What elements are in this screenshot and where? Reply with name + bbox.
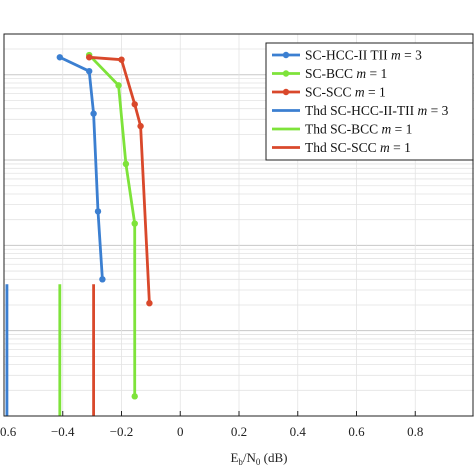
legend-item: SC-HCC-II TII m = 3 — [272, 48, 422, 63]
legend-items: SC-HCC-II TII m = 3SC-BCC m = 1SC-SCC m … — [272, 48, 449, 155]
legend-label-main: SC-BCC — [305, 66, 356, 81]
data-point — [131, 393, 138, 400]
legend-label-main: Thd SC-HCC-II-TII — [305, 103, 417, 118]
x-axis-label-tail: (dB) — [260, 450, 287, 465]
x-axis-label-main: E — [230, 450, 238, 465]
legend-label-main: Thd SC-BCC — [305, 122, 382, 137]
legend-item: Thd SC-SCC m = 1 — [272, 140, 411, 155]
x-axis-label: Eb/N0 (dB) — [230, 450, 287, 467]
legend-label-tail: = 1 — [391, 122, 412, 137]
legend-marker — [282, 51, 290, 59]
x-tick-label: 0.6 — [348, 424, 365, 439]
data-point — [118, 56, 125, 63]
legend-label-var: m — [382, 122, 392, 137]
x-tick-label: 0.2 — [231, 424, 247, 439]
legend-label-tail: = 3 — [427, 103, 448, 118]
legend-label-tail: = 1 — [365, 85, 386, 100]
data-point — [122, 160, 130, 168]
x-ticks: 0.6 −0.4 −0.2 0 0.2 0.4 0.6 0.8 — [0, 411, 423, 439]
series-line — [88, 54, 137, 397]
data-point — [131, 101, 138, 108]
legend-item: Thd SC-HCC-II-TII m = 3 — [272, 103, 449, 118]
legend-marker — [282, 70, 290, 77]
data-point — [115, 82, 122, 89]
x-tick-label: 0 — [177, 424, 184, 439]
data-point — [137, 122, 144, 130]
legend-label-main: Thd SC-SCC — [305, 140, 380, 155]
data-point — [90, 110, 97, 117]
x-axis-label-mid: /N — [243, 450, 257, 465]
x-tick-label: −0.4 — [51, 424, 75, 439]
legend-item: Thd SC-BCC m = 1 — [272, 122, 412, 137]
series-layer — [5, 51, 153, 416]
x-tick-label: −0.2 — [110, 424, 134, 439]
legend-label-var: m — [417, 103, 427, 118]
legend-label: SC-SCC m = 1 — [305, 85, 386, 100]
data-point — [146, 299, 153, 307]
legend-label-main: SC-SCC — [305, 85, 355, 100]
series-3 — [85, 54, 153, 307]
legend-label: Thd SC-SCC m = 1 — [305, 140, 411, 155]
legend-label: SC-BCC m = 1 — [305, 66, 387, 81]
x-axis-label-sub1: b — [238, 457, 243, 467]
x-tick-label: 0.6 — [0, 424, 17, 439]
x-tick-label: 0.4 — [290, 424, 307, 439]
legend-label-var: m — [391, 48, 401, 63]
legend-label-tail: = 1 — [390, 140, 411, 155]
series-2 — [85, 51, 138, 400]
data-point — [85, 54, 93, 61]
legend-label: Thd SC-HCC-II-TII m = 3 — [305, 103, 449, 118]
legend-label-var: m — [356, 66, 366, 81]
legend-marker — [282, 88, 290, 96]
legend-box — [265, 42, 474, 161]
legend-label: SC-HCC-II TII m = 3 — [305, 48, 422, 63]
legend-label-main: SC-HCC-II TII — [305, 48, 391, 63]
data-point — [131, 220, 138, 227]
x-axis-label-sub2: 0 — [256, 457, 261, 467]
data-point — [99, 276, 106, 283]
legend-item: SC-SCC m = 1 — [272, 85, 386, 100]
legend: SC-HCC-II TII m = 3SC-BCC m = 1SC-SCC m … — [265, 42, 474, 161]
legend-label: Thd SC-BCC m = 1 — [305, 122, 412, 137]
data-point — [85, 67, 93, 75]
legend-label-var: m — [380, 140, 390, 155]
legend-item: SC-BCC m = 1 — [272, 66, 387, 81]
data-point — [94, 208, 102, 215]
legend-label-tail: = 3 — [401, 48, 422, 63]
series-1 — [56, 54, 106, 283]
data-point — [56, 54, 64, 61]
legend-label-tail: = 1 — [366, 66, 387, 81]
x-tick-label: 0.8 — [407, 424, 423, 439]
legend-label-var: m — [355, 85, 365, 100]
